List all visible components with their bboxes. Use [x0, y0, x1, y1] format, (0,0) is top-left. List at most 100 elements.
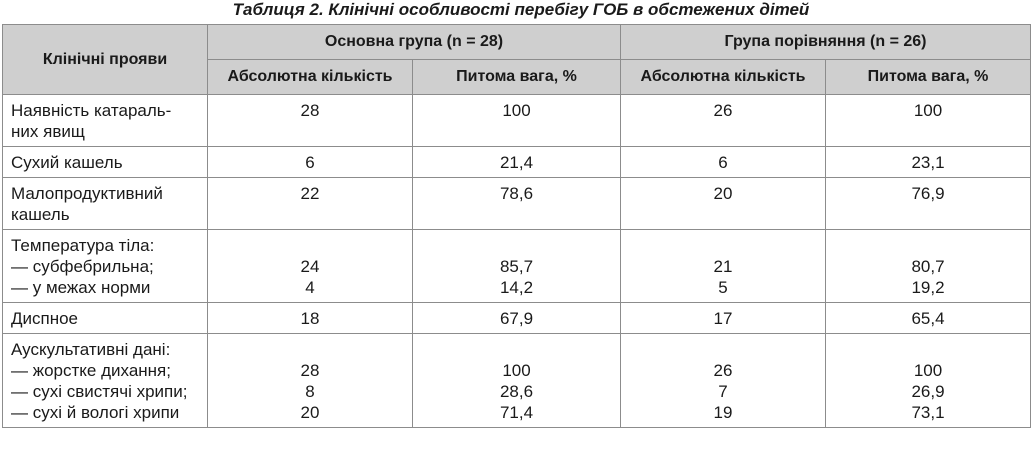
clinical-table: Клінічні прояви Основна група (n = 28) Г…: [2, 24, 1031, 428]
row-label: Аускультативні дані: — жорстке дихання; — …: [2, 333, 208, 428]
cell-line: 65,4: [911, 309, 945, 328]
header-clinical: Клінічні прояви: [2, 24, 208, 95]
cell-line: [208, 339, 412, 360]
cell-line: — субфебрильна;: [11, 257, 154, 276]
main-abs-cell: 18: [207, 302, 413, 334]
comp-pct-cell: 76,9: [825, 177, 1031, 230]
table-row: Аускультативні дані: — жорстке дихання; — …: [2, 333, 1031, 428]
main-pct-cell: 78,6: [412, 177, 621, 230]
cell-line: 21,4: [499, 153, 534, 172]
cell-line: 23,1: [911, 153, 945, 172]
cell-line: Сухий кашель: [11, 153, 123, 172]
cell-line: 26: [713, 361, 733, 380]
cell-line: 22: [300, 184, 320, 203]
row-label: Малопродуктивний кашель: [2, 177, 208, 230]
main-pct-cell: 67,9: [412, 302, 621, 334]
cell-line: 28: [300, 101, 320, 120]
cell-line: 24: [300, 257, 320, 276]
cell-line: 18: [300, 309, 320, 328]
cell-line: 80,7: [911, 257, 945, 276]
cell-line: 71,4: [499, 403, 534, 422]
cell-line: 4: [305, 278, 315, 297]
comp-pct-cell: 100: [825, 94, 1031, 147]
cell-line: 17: [713, 309, 733, 328]
cell-line: — сухі свистячі хрипи;: [11, 382, 188, 401]
cell-line: 78,6: [499, 184, 534, 203]
comp-abs-cell: 17: [620, 302, 826, 334]
cell-line: 100: [502, 101, 531, 120]
header-main-group: Основна група (n = 28): [207, 24, 621, 60]
header-main-abs: Абсолютна кількість: [207, 59, 413, 95]
header-comp-pct: Питома вага, %: [825, 59, 1031, 95]
cell-line: 21: [713, 257, 733, 276]
cell-line: 67,9: [499, 309, 534, 328]
cell-line: 14,2: [499, 278, 534, 297]
row-label: Диспное: [2, 302, 208, 334]
main-pct-cell: 85,7 14,2: [412, 229, 621, 303]
cell-line: — сухі й вологі хрипи: [11, 403, 180, 422]
main-pct-cell: 21,4: [412, 146, 621, 178]
header-comp-abs: Абсолютна кількість: [620, 59, 826, 95]
table-row: Температура тіла: — субфебрильна; — у межа…: [2, 229, 1031, 303]
cell-line: Наявність катараль-: [11, 101, 172, 120]
main-abs-cell: 6: [207, 146, 413, 178]
cell-line: 20: [300, 403, 320, 422]
cell-line: 100: [913, 101, 943, 120]
cell-line: Аускультативні дані:: [11, 340, 171, 359]
table-row: Наявність катараль-них явищ 28 100 26 100: [2, 94, 1031, 147]
header-comparison-group: Група порівняння (n = 26): [620, 24, 1031, 60]
main-abs-cell: 24 4: [207, 229, 413, 303]
cell-line: 26,9: [911, 382, 945, 401]
cell-line: [413, 339, 620, 360]
comp-abs-cell: 21 5: [620, 229, 826, 303]
table-row: Малопродуктивний кашель 22 78,6 20 76,9: [2, 177, 1031, 230]
comp-pct-cell: 80,7 19,2: [825, 229, 1031, 303]
cell-line: [621, 235, 825, 256]
cell-line: [826, 235, 1030, 256]
main-abs-cell: 28: [207, 94, 413, 147]
cell-line: 76,9: [911, 184, 945, 203]
comp-abs-cell: 20: [620, 177, 826, 230]
comp-abs-cell: 26: [620, 94, 826, 147]
cell-line: 6: [305, 153, 315, 172]
comp-abs-cell: 6: [620, 146, 826, 178]
cell-line: 19: [713, 403, 733, 422]
cell-line: [208, 235, 412, 256]
table-caption: Таблиця 2. Клінічні особливості перебігу…: [232, 0, 810, 19]
row-label: Температура тіла: — субфебрильна; — у межа…: [2, 229, 208, 303]
cell-line: [826, 339, 1030, 360]
cell-line: них явищ: [11, 122, 85, 141]
cell-line: 7: [718, 382, 728, 401]
cell-line: [621, 339, 825, 360]
comp-pct-cell: 65,4: [825, 302, 1031, 334]
cell-line: — у межах норми: [11, 278, 151, 297]
cell-line: 85,7: [499, 257, 534, 276]
cell-line: 6: [718, 153, 728, 172]
cell-line: — жорстке дихання;: [11, 361, 171, 380]
cell-line: Температура тіла:: [11, 236, 155, 255]
cell-line: кашель: [11, 205, 70, 224]
table-row: Сухий кашель 6 21,4 6 23,1: [2, 146, 1031, 178]
row-label: Наявність катараль-них явищ: [2, 94, 208, 147]
main-abs-cell: 22: [207, 177, 413, 230]
cell-line: 100: [502, 361, 531, 380]
comp-pct-cell: 100 26,9 73,1: [825, 333, 1031, 428]
cell-line: 100: [913, 361, 943, 380]
cell-line: 5: [718, 278, 728, 297]
main-pct-cell: 100 28,6 71,4: [412, 333, 621, 428]
cell-line: 20: [713, 184, 733, 203]
row-label: Сухий кашель: [2, 146, 208, 178]
table-row: Диспное 18 67,9 17 65,4: [2, 302, 1031, 334]
header-main-pct: Питома вага, %: [412, 59, 621, 95]
cell-line: 26: [713, 101, 733, 120]
cell-line: Малопродуктивний: [11, 184, 163, 203]
cell-line: Диспное: [11, 309, 79, 328]
cell-line: 19,2: [911, 278, 945, 297]
cell-line: 28: [300, 361, 320, 380]
comp-abs-cell: 26 7 19: [620, 333, 826, 428]
main-abs-cell: 28 8 20: [207, 333, 413, 428]
cell-line: [413, 235, 620, 256]
comp-pct-cell: 23,1: [825, 146, 1031, 178]
cell-line: 28,6: [499, 382, 534, 401]
cell-line: 8: [305, 382, 315, 401]
